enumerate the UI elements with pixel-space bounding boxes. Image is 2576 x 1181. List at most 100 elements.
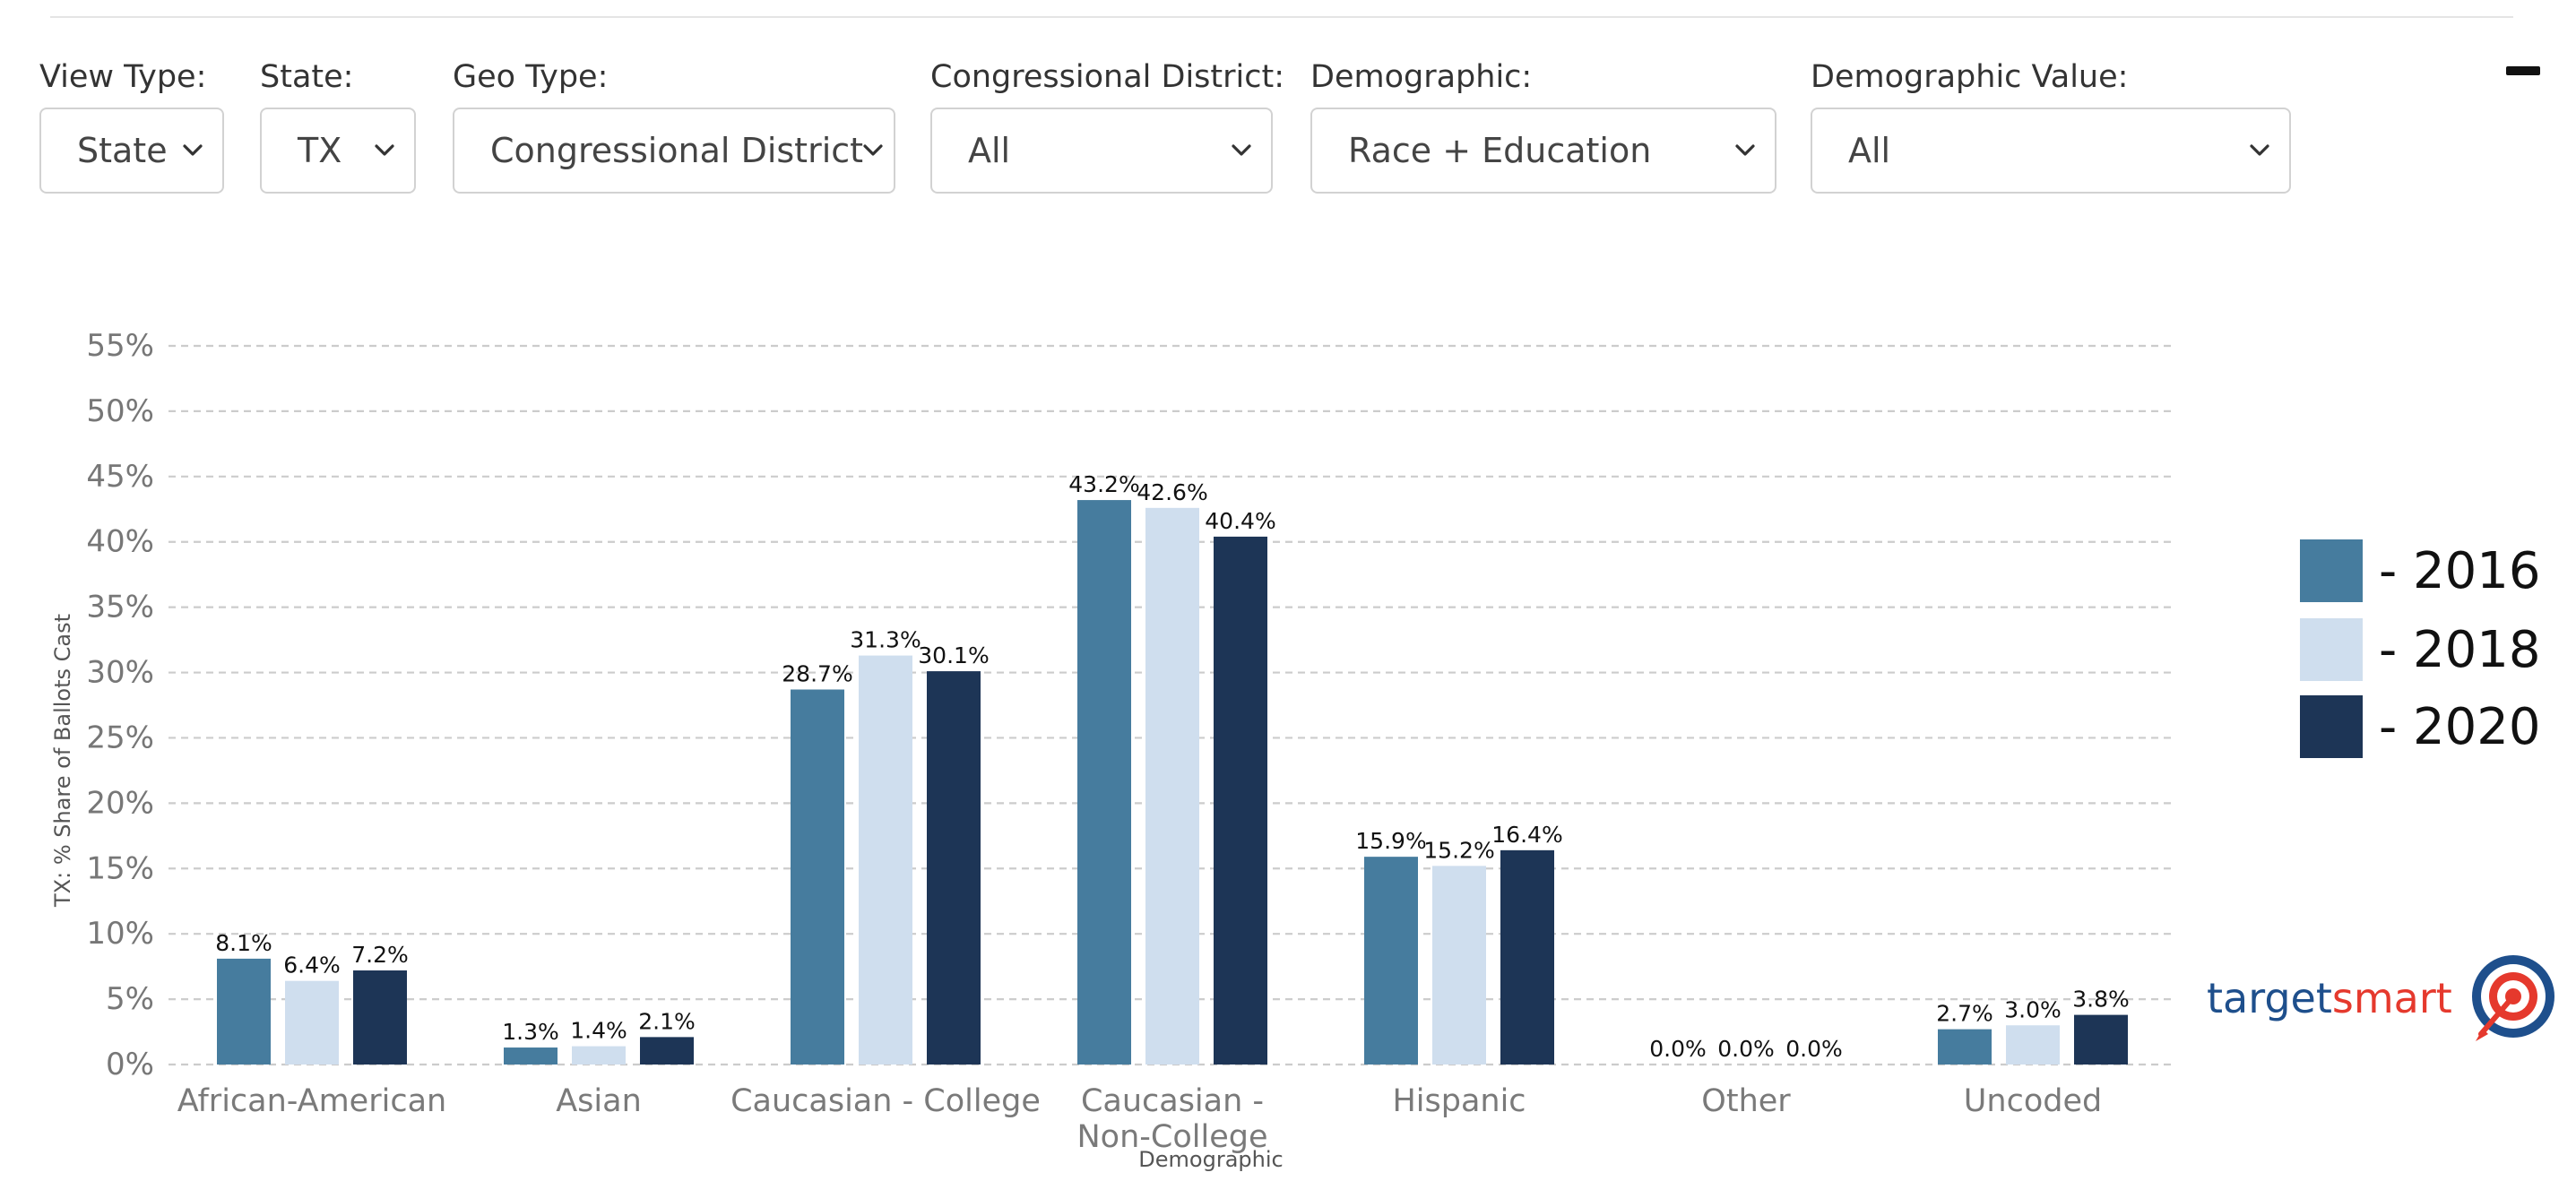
category-label: Asian bbox=[556, 1083, 642, 1119]
view-type-value: State bbox=[77, 131, 168, 170]
value-label: 43.2% bbox=[1068, 471, 1139, 497]
bar bbox=[1077, 500, 1131, 1065]
bar bbox=[504, 1047, 558, 1065]
chevron-down-icon bbox=[863, 139, 883, 162]
y-axis-ticks: 0% 5% 10% 15% 20% 25% 30% 35% 40% 45% 50% 55% bbox=[86, 328, 154, 1082]
value-label: 0.0% bbox=[1785, 1036, 1843, 1062]
target-icon bbox=[2471, 955, 2554, 1041]
state-value: TX bbox=[298, 131, 342, 170]
chevron-down-icon bbox=[2248, 139, 2271, 162]
brand-word-target: target bbox=[2207, 974, 2332, 1022]
value-label: 0.0% bbox=[1649, 1036, 1707, 1062]
demographic-label: Demographic: bbox=[1310, 59, 1533, 95]
category-label: Caucasian - College bbox=[730, 1083, 1041, 1119]
legend-item-2018: - 2018 bbox=[2300, 618, 2541, 681]
y-tick-label: 15% bbox=[86, 850, 154, 886]
geo-type-label: Geo Type: bbox=[453, 59, 609, 95]
y-tick-label: 45% bbox=[86, 459, 154, 495]
top-divider bbox=[50, 16, 2513, 18]
y-tick-label: 20% bbox=[86, 785, 154, 821]
bar bbox=[1214, 536, 1267, 1065]
value-label: 3.0% bbox=[2004, 996, 2062, 1022]
demographic-value-label: Demographic Value: bbox=[1811, 59, 2129, 95]
state-label: State: bbox=[260, 59, 354, 95]
y-tick-label: 40% bbox=[86, 524, 154, 560]
value-label: 3.8% bbox=[2072, 987, 2130, 1013]
demographic-value-value: All bbox=[1848, 131, 1891, 170]
category-label: Uncoded bbox=[1964, 1083, 2102, 1119]
value-label: 0.0% bbox=[1717, 1036, 1775, 1062]
y-tick-label: 30% bbox=[86, 655, 154, 691]
bar bbox=[217, 958, 271, 1065]
bar bbox=[285, 980, 339, 1065]
value-label: 8.1% bbox=[215, 930, 272, 956]
y-tick-label: 50% bbox=[86, 393, 154, 429]
view-type-select[interactable]: State bbox=[39, 108, 224, 194]
view-type-label: View Type: bbox=[39, 59, 207, 95]
chevron-down-icon bbox=[181, 139, 204, 162]
bars bbox=[217, 500, 2128, 1065]
legend-swatch-2016 bbox=[2300, 539, 2363, 602]
demographic-value-select[interactable]: All bbox=[1811, 108, 2291, 194]
geo-type-value: Congressional District bbox=[490, 131, 864, 170]
category-label: Caucasian - bbox=[1081, 1083, 1264, 1119]
targetsmart-logo: targetsmart bbox=[2207, 952, 2558, 1045]
bar bbox=[791, 689, 844, 1065]
value-label: 42.6% bbox=[1137, 479, 1207, 505]
y-tick-label: 55% bbox=[86, 328, 154, 364]
congressional-district-value: All bbox=[968, 131, 1011, 170]
y-tick-label: 0% bbox=[106, 1047, 154, 1082]
brand-word-smart: smart bbox=[2331, 974, 2452, 1022]
bar bbox=[2006, 1025, 2060, 1065]
y-tick-label: 5% bbox=[106, 981, 154, 1017]
value-label: 16.4% bbox=[1491, 822, 1562, 848]
value-label: 15.9% bbox=[1355, 828, 1426, 854]
bar bbox=[927, 671, 981, 1065]
brand-wordmark: targetsmart bbox=[2207, 974, 2452, 1022]
state-select[interactable]: TX bbox=[260, 108, 416, 194]
value-label: 15.2% bbox=[1423, 837, 1494, 863]
bar bbox=[1500, 849, 1554, 1065]
bar bbox=[1432, 866, 1486, 1065]
y-tick-label: 25% bbox=[86, 720, 154, 755]
y-tick-label: 35% bbox=[86, 590, 154, 625]
legend-item-2020: - 2020 bbox=[2300, 695, 2541, 758]
demographic-value: Race + Education bbox=[1348, 131, 1652, 170]
bar bbox=[859, 655, 912, 1065]
geo-type-select[interactable]: Congressional District bbox=[453, 108, 895, 194]
bar bbox=[2074, 1014, 2128, 1065]
chevron-down-icon bbox=[1230, 139, 1253, 162]
legend-item-2016: - 2016 bbox=[2300, 539, 2541, 602]
bar bbox=[572, 1046, 626, 1065]
value-labels: 8.1% 6.4% 7.2% 1.3% 1.4% 2.1% 28.7% 31.3%30.1% 4… bbox=[215, 471, 2130, 1062]
congressional-district-label: Congressional District: bbox=[930, 59, 1284, 95]
y-axis-title: TX: % Share of Ballots Cast bbox=[50, 614, 75, 908]
congressional-district-select[interactable]: All bbox=[930, 108, 1273, 194]
collapse-panel-button[interactable] bbox=[2506, 66, 2540, 75]
x-axis-title: Demographic bbox=[1138, 1147, 1283, 1172]
bar bbox=[1145, 507, 1199, 1065]
bar bbox=[1364, 857, 1418, 1065]
legend-label-2020: - 2020 bbox=[2379, 697, 2541, 756]
category-label: Other bbox=[1701, 1083, 1791, 1119]
value-label: 2.7% bbox=[1936, 1001, 1993, 1027]
value-label: 40.4% bbox=[1205, 508, 1275, 534]
bar bbox=[1938, 1029, 1992, 1065]
legend-label-2016: - 2016 bbox=[2379, 541, 2541, 600]
demographic-select[interactable]: Race + Education bbox=[1310, 108, 1776, 194]
category-label: Non-College bbox=[1077, 1119, 1268, 1155]
value-label: 6.4% bbox=[283, 953, 341, 978]
y-tick-label: 10% bbox=[86, 916, 154, 952]
legend-swatch-2020 bbox=[2300, 695, 2363, 758]
value-label: 1.4% bbox=[570, 1018, 627, 1044]
chevron-down-icon bbox=[373, 139, 396, 162]
bar bbox=[640, 1037, 694, 1065]
value-label: 28.7% bbox=[782, 661, 852, 687]
value-label: 31.3% bbox=[850, 627, 921, 653]
category-label: Hispanic bbox=[1392, 1083, 1526, 1119]
legend-swatch-2018 bbox=[2300, 618, 2363, 681]
x-axis-categories: African-American Asian Caucasian - College… bbox=[177, 1083, 2102, 1155]
value-label: 30.1% bbox=[918, 642, 989, 668]
chevron-down-icon bbox=[1733, 139, 1757, 162]
